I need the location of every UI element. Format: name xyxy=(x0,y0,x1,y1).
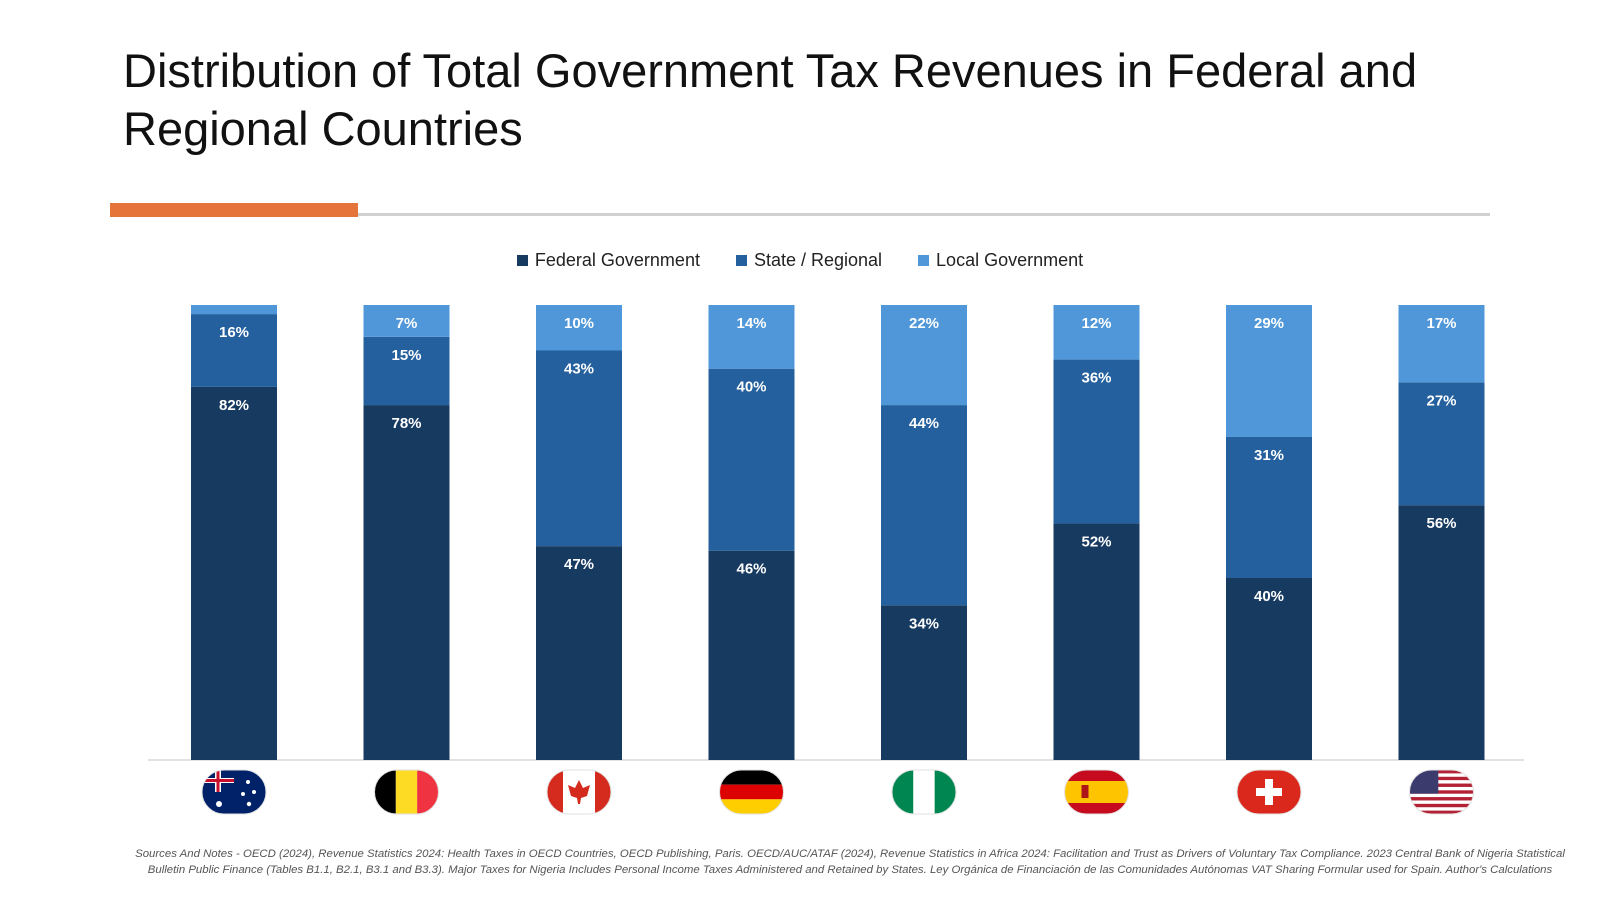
nigeria-flag-icon xyxy=(891,769,957,815)
data-label-state: 43% xyxy=(564,361,594,378)
spain-flag-icon xyxy=(1064,769,1129,815)
bar-local-united-states xyxy=(1398,305,1485,383)
bar-local-switzerland xyxy=(1226,305,1312,437)
bar-state-germany xyxy=(708,368,795,551)
data-label-local: 14% xyxy=(736,315,766,332)
bar-federal-belgium xyxy=(363,405,450,760)
germany-flag-icon xyxy=(719,769,784,815)
data-label-state: 36% xyxy=(1081,370,1111,387)
data-label-federal: 46% xyxy=(736,561,766,578)
data-label-federal: 82% xyxy=(219,397,249,414)
bar-state-canada xyxy=(536,350,622,547)
bar-federal-nigeria xyxy=(881,605,967,760)
data-label-local: 10% xyxy=(564,315,594,332)
switzerland-flag-icon xyxy=(1236,769,1302,815)
data-label-federal: 56% xyxy=(1426,515,1456,532)
bar-federal-australia xyxy=(191,386,277,760)
data-label-federal: 47% xyxy=(564,556,594,573)
data-label-local: 12% xyxy=(1081,315,1111,332)
bar-local-nigeria xyxy=(881,305,967,406)
bar-federal-united-states xyxy=(1398,505,1485,760)
data-label-state: 31% xyxy=(1254,447,1284,464)
bar-state-australia xyxy=(191,314,277,387)
data-label-local: 29% xyxy=(1254,315,1284,332)
bar-state-belgium xyxy=(363,336,450,406)
bar-local-canada xyxy=(536,305,622,351)
legend-label-federal: Federal Government xyxy=(534,250,700,270)
bar-state-nigeria xyxy=(881,405,967,606)
legend-swatch-federal xyxy=(516,255,528,266)
bar-state-switzerland xyxy=(1226,436,1312,578)
data-label-local: 17% xyxy=(1426,315,1456,332)
bar-state-united-states xyxy=(1398,382,1485,506)
data-label-local: 22% xyxy=(909,315,939,332)
bar-local-australia xyxy=(191,305,277,315)
data-label-state: 15% xyxy=(391,347,421,364)
legend-item-local: Local Government xyxy=(918,250,1083,271)
title-divider xyxy=(110,213,1490,216)
data-label-local: 7% xyxy=(396,315,418,332)
title-accent-bar xyxy=(110,203,358,217)
bar-local-belgium xyxy=(363,305,450,337)
canada-flag-icon xyxy=(546,769,612,815)
legend-item-federal: Federal Government xyxy=(516,250,700,271)
australia-flag-icon xyxy=(201,769,267,815)
data-label-state: 27% xyxy=(1426,392,1456,409)
belgium-flag-icon xyxy=(374,769,439,815)
bar-federal-spain xyxy=(1053,523,1140,760)
data-label-federal: 40% xyxy=(1254,588,1284,605)
bar-local-spain xyxy=(1053,305,1140,360)
chart-title: Distribution of Total Government Tax Rev… xyxy=(123,44,1418,155)
data-label-state: 40% xyxy=(736,379,766,396)
legend-swatch-local xyxy=(918,255,930,266)
data-label-state: 16% xyxy=(219,324,249,341)
legend-label-state: State / Regional xyxy=(753,250,883,270)
legend-item-state: State / Regional xyxy=(735,250,883,271)
bar-state-spain xyxy=(1053,359,1140,524)
bar-federal-canada xyxy=(536,546,622,760)
data-label-federal: 52% xyxy=(1081,533,1111,550)
data-label-federal: 34% xyxy=(909,615,939,632)
data-label-federal: 78% xyxy=(391,415,421,432)
usa-flag-icon xyxy=(1409,769,1474,815)
data-label-state: 44% xyxy=(909,415,939,432)
chart-legend: Federal Government State / Regional Loca… xyxy=(0,250,1600,271)
source-note: Sources And Notes - OECD (2024), Revenue… xyxy=(135,848,1565,876)
bar-federal-germany xyxy=(708,550,795,760)
legend-label-local: Local Government xyxy=(936,250,1084,270)
legend-swatch-state xyxy=(735,255,747,266)
bar-local-germany xyxy=(708,305,795,369)
bar-federal-switzerland xyxy=(1226,578,1312,760)
